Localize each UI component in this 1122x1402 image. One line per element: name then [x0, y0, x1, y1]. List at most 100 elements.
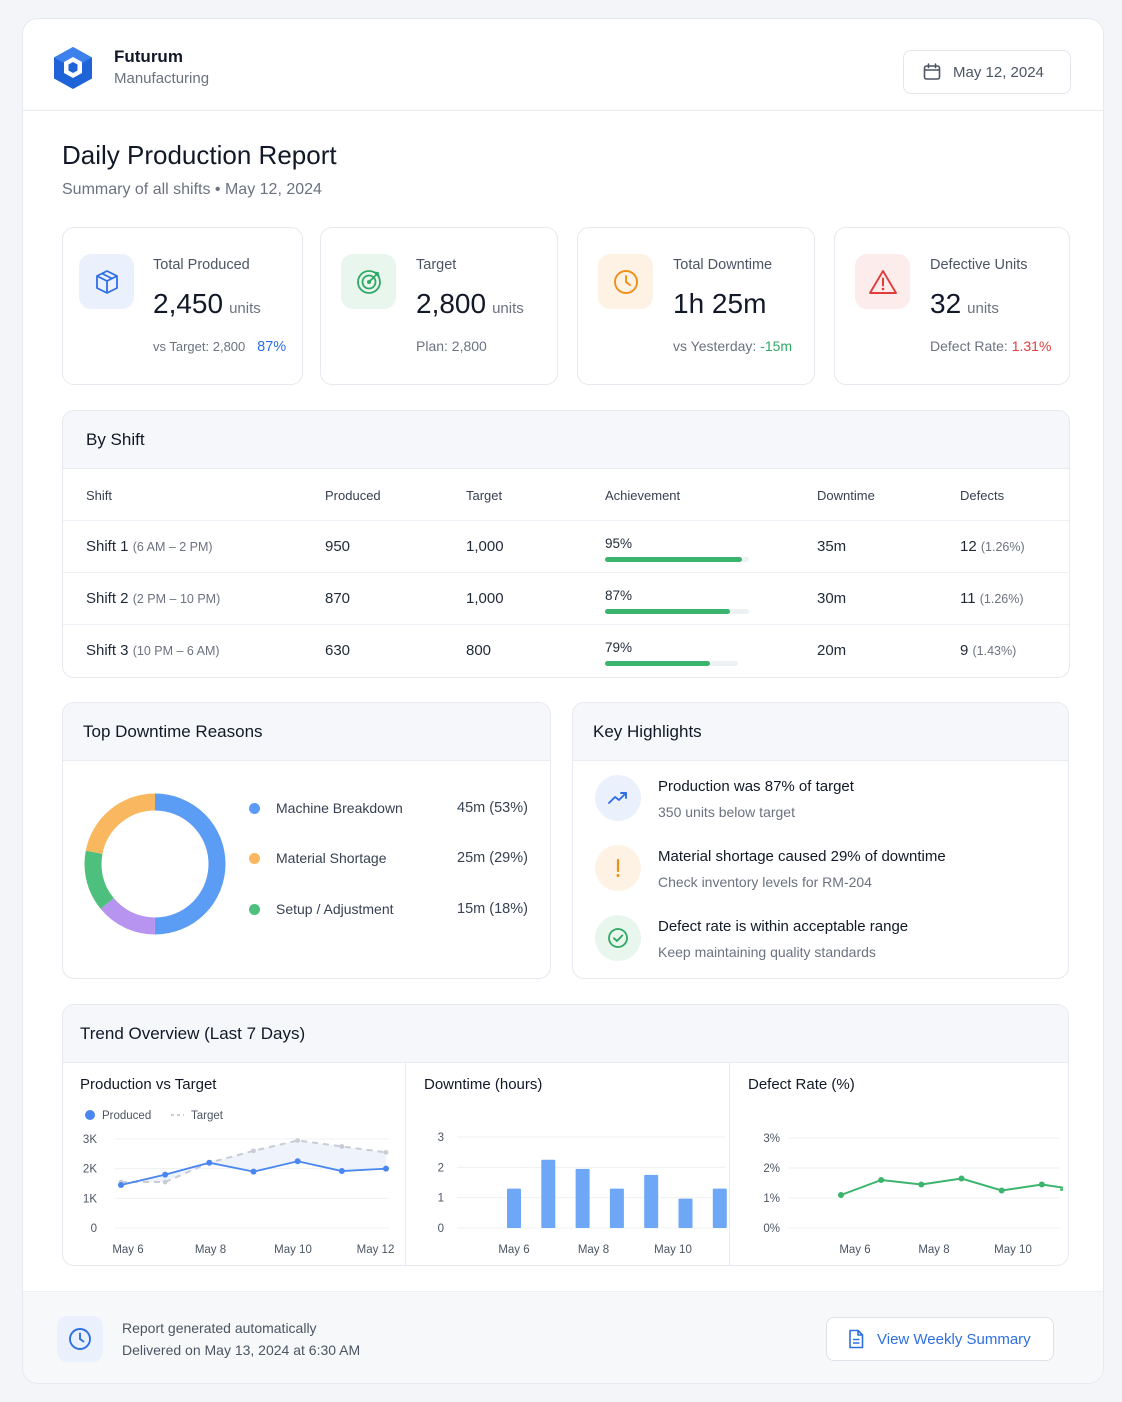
- highlight-subtitle: Check inventory levels for RM-204: [658, 874, 872, 890]
- legend-dot-produced: [85, 1110, 95, 1120]
- kpi-target: Target 2,800 units Plan: 2,800: [320, 227, 558, 385]
- highlight-subtitle: Keep maintaining quality standards: [658, 944, 876, 960]
- legend-label-target: Target: [191, 1110, 224, 1122]
- header: Futurum Manufacturing May 12, 2024: [23, 19, 1103, 111]
- shift-table-card: By Shift Shift Produced Target Achieveme…: [62, 410, 1070, 678]
- achievement-bar-fill: [605, 661, 711, 666]
- target-icon: [341, 254, 396, 309]
- x-tick-label: May 8: [578, 1244, 609, 1256]
- futurum-logo-icon: [54, 47, 92, 89]
- produced-cell: 630: [325, 642, 351, 659]
- kpi-value: 1h 25m: [673, 288, 767, 319]
- y-tick-label: 0: [91, 1223, 97, 1235]
- button-label: View Weekly Summary: [877, 1330, 1031, 1348]
- date-picker[interactable]: May 12, 2024: [903, 50, 1071, 94]
- kpi-label: Total Downtime: [673, 257, 773, 273]
- card-title: By Shift: [86, 430, 145, 449]
- x-tick-label: May 12: [357, 1244, 395, 1256]
- highlight-subtitle: 350 units below target: [658, 804, 795, 820]
- card-title: Trend Overview (Last 7 Days): [80, 1024, 306, 1043]
- point-defect-rate: [1038, 1181, 1045, 1188]
- card-header: By Shift: [63, 411, 1069, 469]
- highlight-item: Material shortage caused 29% of downtime…: [573, 845, 1068, 905]
- x-tick-label: May 10: [994, 1244, 1032, 1256]
- achievement-bar: [605, 557, 749, 562]
- point-defect-rate: [918, 1181, 925, 1188]
- legend-dot: [249, 904, 260, 915]
- column-header: Produced: [325, 488, 381, 503]
- bar: [575, 1168, 590, 1228]
- y-tick-label: 0%: [763, 1223, 780, 1235]
- x-tick-label: May 6: [112, 1244, 143, 1256]
- clock-icon: [598, 254, 653, 309]
- divider: [405, 1063, 406, 1265]
- legend-item-machine-breakdown: Machine Breakdown 45m (53%): [63, 798, 550, 820]
- kpi-value: 2,450 units: [153, 288, 261, 319]
- table-row: Shift 1 (6 AM – 2 PM) 950 1,000 95% 35m …: [63, 521, 1069, 573]
- footer-line-1: Report generated automatically: [122, 1320, 317, 1336]
- column-header: Target: [466, 488, 503, 503]
- donut-slice-setup-adjustment: [84, 793, 226, 935]
- card-header: Trend Overview (Last 7 Days): [63, 1005, 1068, 1063]
- target-cell: 1,000: [466, 590, 504, 607]
- downtime-cell: 20m: [817, 642, 847, 659]
- shift-name: Shift 3 (10 PM – 6 AM): [86, 642, 220, 659]
- card-header: Key Highlights: [573, 703, 1068, 761]
- achievement-label: 95%: [605, 536, 633, 551]
- brand-name: Futurum: [114, 47, 183, 66]
- defects-cell: 9 (1.43%): [960, 642, 1017, 659]
- x-tick-label: May 10: [654, 1244, 692, 1256]
- kpi-label: Defective Units: [930, 257, 1028, 273]
- point-produced: [338, 1168, 345, 1175]
- card-title: Key Highlights: [593, 722, 702, 741]
- series-line-defect-rate: [840, 1177, 1063, 1196]
- trend-overview-card: Trend Overview (Last 7 Days) Production …: [62, 1004, 1069, 1266]
- defect-chart-title: Defect Rate (%): [748, 1076, 855, 1093]
- report-page: Futurum Manufacturing May 12, 2024 Daily…: [22, 18, 1104, 1384]
- bar: [712, 1188, 727, 1228]
- y-tick-label: 3: [438, 1132, 444, 1144]
- bar: [541, 1159, 556, 1228]
- bar: [507, 1188, 521, 1228]
- target-cell: 800: [466, 642, 492, 659]
- production-vs-target-chart: Produced Target 0 1K 2K 3K May 6 May 8 May 10 May…: [83, 1110, 395, 1256]
- point-target: [295, 1138, 301, 1143]
- x-tick-label: May 8: [195, 1244, 226, 1256]
- point-produced: [383, 1165, 389, 1172]
- kpi-foot: vs Target: 2,800 87%: [153, 339, 287, 355]
- calendar-icon: [923, 63, 941, 80]
- highlight-title: Defect rate is within acceptable range: [658, 918, 909, 935]
- x-tick-label: May 6: [839, 1244, 870, 1256]
- page-subtitle: Summary of all shifts • May 12, 2024: [62, 181, 322, 198]
- date-label: May 12, 2024: [953, 63, 1044, 81]
- y-tick-label: 2K: [83, 1164, 97, 1176]
- y-tick-label: 2%: [763, 1163, 780, 1175]
- kpi-foot: vs Yesterday: -15m: [673, 338, 793, 354]
- kpi-foot: Defect Rate: 1.31%: [930, 338, 1052, 354]
- kpi-total-produced: Total Produced 2,450 units vs Target: 2,8…: [62, 227, 303, 385]
- downtime-cell: 30m: [817, 590, 847, 607]
- achievement-bar-fill: [605, 557, 742, 562]
- bar: [609, 1188, 624, 1228]
- legend-dot: [249, 853, 260, 864]
- brand-subtitle: Manufacturing: [114, 70, 210, 87]
- legend-item-material-shortage: Material Shortage 25m (29%): [63, 848, 550, 870]
- production-chart-title: Production vs Target: [80, 1076, 217, 1093]
- exclamation-icon: [595, 845, 641, 891]
- view-weekly-summary-button[interactable]: View Weekly Summary: [826, 1317, 1054, 1361]
- y-tick-label: 3%: [763, 1133, 780, 1145]
- kpi-defective-units: Defective Units 32 units Defect Rate: 1.3…: [834, 227, 1070, 385]
- column-header: Defects: [960, 488, 1005, 503]
- x-tick-label: May 8: [918, 1244, 949, 1256]
- check-circle-icon: [595, 915, 641, 961]
- y-tick-label: 1K: [83, 1193, 97, 1205]
- x-tick-label: May 6: [498, 1244, 529, 1256]
- point-defect-rate: [998, 1187, 1005, 1194]
- footer: Report generated automatically Delivered…: [23, 1291, 1103, 1383]
- shift-name: Shift 1 (6 AM – 2 PM): [86, 538, 213, 555]
- kpi-label: Target: [416, 257, 457, 273]
- legend-value: 25m (29%): [457, 850, 528, 866]
- column-header: Shift: [86, 488, 113, 503]
